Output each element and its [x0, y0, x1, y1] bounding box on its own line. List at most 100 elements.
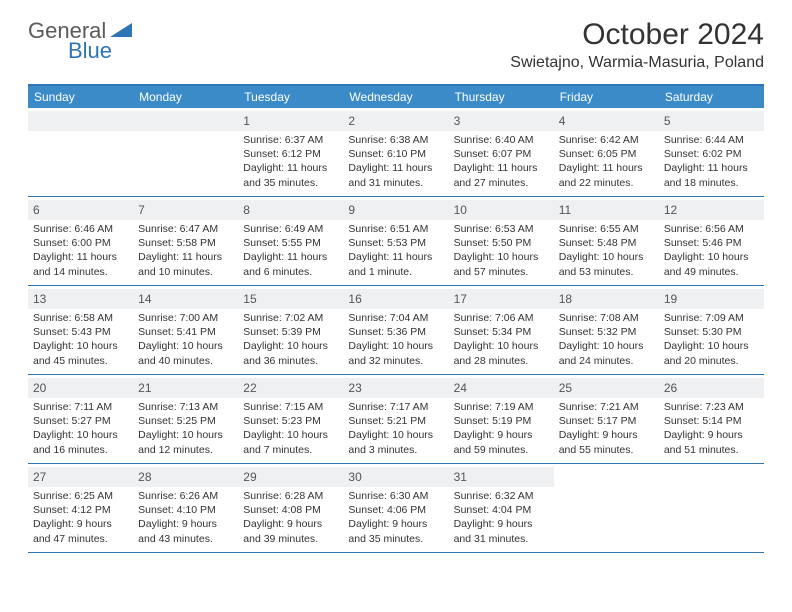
daylight-text: Daylight: 10 hours and 40 minutes.	[138, 339, 233, 367]
day-number: 11	[559, 203, 571, 217]
daylight-text: Daylight: 10 hours and 12 minutes.	[138, 428, 233, 456]
day-number: 25	[559, 381, 572, 395]
sunrise-text: Sunrise: 6:26 AM	[138, 489, 233, 503]
day-number: 8	[243, 203, 250, 217]
daylight-text: Daylight: 10 hours and 36 minutes.	[243, 339, 338, 367]
day-cell-14: 14Sunrise: 7:00 AMSunset: 5:41 PMDayligh…	[133, 286, 238, 374]
sunset-text: Sunset: 5:27 PM	[33, 414, 128, 428]
day-number: 12	[664, 203, 677, 217]
day-number: 23	[348, 381, 361, 395]
sunset-text: Sunset: 4:04 PM	[454, 503, 549, 517]
sunrise-text: Sunrise: 6:55 AM	[559, 222, 654, 236]
logo-triangle-icon	[110, 21, 132, 42]
sunset-text: Sunset: 5:19 PM	[454, 414, 549, 428]
daylight-text: Daylight: 10 hours and 7 minutes.	[243, 428, 338, 456]
sunrise-text: Sunrise: 6:56 AM	[664, 222, 759, 236]
day-cell-23: 23Sunrise: 7:17 AMSunset: 5:21 PMDayligh…	[343, 375, 448, 463]
sunrise-text: Sunrise: 7:13 AM	[138, 400, 233, 414]
day-number: 20	[33, 381, 46, 395]
daylight-text: Daylight: 11 hours and 31 minutes.	[348, 161, 443, 189]
sunset-text: Sunset: 5:58 PM	[138, 236, 233, 250]
weekday-thursday: Thursday	[449, 86, 554, 108]
sunrise-text: Sunrise: 7:09 AM	[664, 311, 759, 325]
sunrise-text: Sunrise: 7:06 AM	[454, 311, 549, 325]
day-number: 26	[664, 381, 677, 395]
day-cell-18: 18 Sunrise: 7:08 AMSunset: 5:32 PMDayligh…	[554, 286, 659, 374]
sunrise-text: Sunrise: 6:44 AM	[664, 133, 759, 147]
sunset-text: Sunset: 4:10 PM	[138, 503, 233, 517]
day-number: 15	[243, 292, 256, 306]
sunset-text: Sunset: 5:41 PM	[138, 325, 233, 339]
sunset-text: Sunset: 5:25 PM	[138, 414, 233, 428]
sunset-text: Sunset: 5:17 PM	[559, 414, 654, 428]
day-cell-27: 27Sunrise: 6:25 AMSunset: 4:12 PMDayligh…	[28, 464, 133, 552]
sunset-text: Sunset: 5:53 PM	[348, 236, 443, 250]
day-number: 16	[348, 292, 361, 306]
title-block: October 2024 Swietajno, Warmia-Masuria, …	[510, 18, 764, 72]
day-cell-26: 26Sunrise: 7:23 AMSunset: 5:14 PMDayligh…	[659, 375, 764, 463]
sunrise-text: Sunrise: 6:32 AM	[454, 489, 549, 503]
sunrise-text: Sunrise: 6:25 AM	[33, 489, 128, 503]
day-cell-8: 8Sunrise: 6:49 AMSunset: 5:55 PMDaylight…	[238, 197, 343, 285]
sunset-text: Sunset: 5:21 PM	[348, 414, 443, 428]
week-row: 6Sunrise: 6:46 AMSunset: 6:00 PMDaylight…	[28, 197, 764, 286]
day-number: 27	[33, 470, 46, 484]
weekday-header-row: SundayMondayTuesdayWednesdayThursdayFrid…	[28, 86, 764, 108]
weekday-monday: Monday	[133, 86, 238, 108]
day-number: 4	[559, 114, 566, 128]
daylight-text: Daylight: 11 hours and 1 minute.	[348, 250, 443, 278]
day-cell-20: 20Sunrise: 7:11 AMSunset: 5:27 PMDayligh…	[28, 375, 133, 463]
empty-day-cell	[659, 464, 764, 552]
daylight-text: Daylight: 10 hours and 57 minutes.	[454, 250, 549, 278]
day-cell-12: 12 Sunrise: 6:56 AMSunset: 5:46 PMDayligh…	[659, 197, 764, 285]
sunset-text: Sunset: 5:32 PM	[559, 325, 654, 339]
sunset-text: Sunset: 5:50 PM	[454, 236, 549, 250]
day-cell-2: 2Sunrise: 6:38 AMSunset: 6:10 PMDaylight…	[343, 108, 448, 196]
day-cell-1: 1Sunrise: 6:37 AMSunset: 6:12 PMDaylight…	[238, 108, 343, 196]
day-cell-24: 24Sunrise: 7:19 AMSunset: 5:19 PMDayligh…	[449, 375, 554, 463]
daylight-text: Daylight: 10 hours and 24 minutes.	[559, 339, 654, 367]
week-row: 1Sunrise: 6:37 AMSunset: 6:12 PMDaylight…	[28, 108, 764, 197]
sunrise-text: Sunrise: 6:38 AM	[348, 133, 443, 147]
sunset-text: Sunset: 5:23 PM	[243, 414, 338, 428]
day-cell-7: 7Sunrise: 6:47 AMSunset: 5:58 PMDaylight…	[133, 197, 238, 285]
day-number: 7	[138, 203, 145, 217]
daylight-text: Daylight: 10 hours and 49 minutes.	[664, 250, 759, 278]
sunset-text: Sunset: 5:46 PM	[664, 236, 759, 250]
day-number: 5	[664, 114, 671, 128]
location-text: Swietajno, Warmia-Masuria, Poland	[510, 54, 764, 72]
sunset-text: Sunset: 5:14 PM	[664, 414, 759, 428]
day-number: 29	[243, 470, 256, 484]
daylight-text: Daylight: 10 hours and 16 minutes.	[33, 428, 128, 456]
day-number: 30	[348, 470, 361, 484]
day-cell-30: 30Sunrise: 6:30 AMSunset: 4:06 PMDayligh…	[343, 464, 448, 552]
day-cell-13: 13Sunrise: 6:58 AMSunset: 5:43 PMDayligh…	[28, 286, 133, 374]
sunrise-text: Sunrise: 6:47 AM	[138, 222, 233, 236]
sunset-text: Sunset: 5:48 PM	[559, 236, 654, 250]
daylight-text: Daylight: 9 hours and 47 minutes.	[33, 517, 128, 545]
sunset-text: Sunset: 6:02 PM	[664, 147, 759, 161]
daylight-text: Daylight: 9 hours and 35 minutes.	[348, 517, 443, 545]
day-number: 18	[559, 292, 572, 306]
day-cell-16: 16Sunrise: 7:04 AMSunset: 5:36 PMDayligh…	[343, 286, 448, 374]
daylight-text: Daylight: 10 hours and 53 minutes.	[559, 250, 654, 278]
sunrise-text: Sunrise: 6:40 AM	[454, 133, 549, 147]
sunrise-text: Sunrise: 6:37 AM	[243, 133, 338, 147]
daylight-text: Daylight: 11 hours and 22 minutes.	[559, 161, 654, 189]
day-cell-4: 4Sunrise: 6:42 AMSunset: 6:05 PMDaylight…	[554, 108, 659, 196]
sunset-text: Sunset: 5:30 PM	[664, 325, 759, 339]
sunrise-text: Sunrise: 7:08 AM	[559, 311, 654, 325]
logo-text-blue: Blue	[68, 38, 112, 64]
day-number: 17	[454, 292, 467, 306]
daylight-text: Daylight: 9 hours and 55 minutes.	[559, 428, 654, 456]
month-title: October 2024	[510, 18, 764, 52]
day-cell-11: 11 Sunrise: 6:55 AMSunset: 5:48 PMDayligh…	[554, 197, 659, 285]
sunrise-text: Sunrise: 6:42 AM	[559, 133, 654, 147]
daylight-text: Daylight: 11 hours and 6 minutes.	[243, 250, 338, 278]
sunset-text: Sunset: 6:07 PM	[454, 147, 549, 161]
sunrise-text: Sunrise: 7:04 AM	[348, 311, 443, 325]
day-number: 28	[138, 470, 151, 484]
daylight-text: Daylight: 9 hours and 51 minutes.	[664, 428, 759, 456]
sunrise-text: Sunrise: 6:30 AM	[348, 489, 443, 503]
sunrise-text: Sunrise: 6:28 AM	[243, 489, 338, 503]
